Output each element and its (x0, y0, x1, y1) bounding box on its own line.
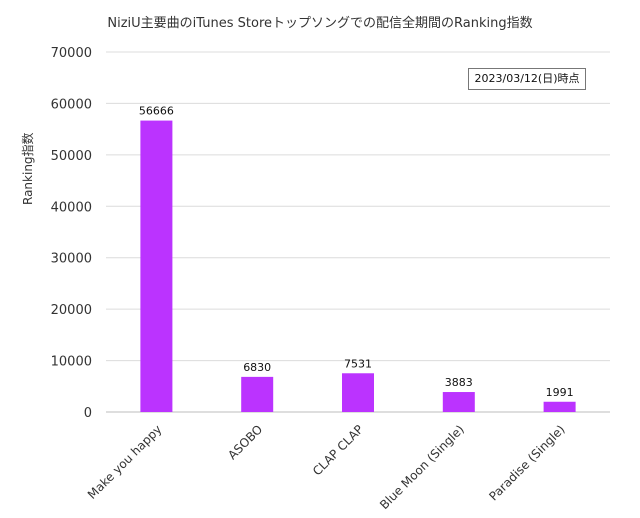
data-label: 6830 (243, 361, 271, 374)
data-label: 7531 (344, 357, 372, 370)
date-annotation: 2023/03/12(日)時点 (468, 68, 586, 90)
x-tick-labels: Make you happy ASOBO CLAP CLAP Blue Moon (S… (85, 422, 568, 512)
y-tick-labels: 0 10000 20000 30000 40000 50000 60000 70000 (51, 46, 92, 421)
y-tick-label: 20000 (51, 303, 92, 318)
y-tick-label: 60000 (51, 97, 92, 112)
y-tick-label: 10000 (51, 355, 92, 370)
x-tick-label: Blue Moon (Single) (377, 422, 467, 512)
data-label: 56666 (139, 105, 174, 118)
y-tick-label: 40000 (51, 200, 92, 215)
chart-title: NiziU主要曲のiTunes Storeトップソングでの配信全期間のRanki… (107, 16, 533, 31)
y-tick-label: 0 (84, 406, 92, 421)
bar (543, 401, 576, 412)
data-label: 1991 (546, 386, 574, 399)
x-tick-label: Paradise (Single) (486, 422, 567, 503)
x-tick-label: Make you happy (85, 422, 165, 502)
y-tick-label: 50000 (51, 149, 92, 164)
gridlines (106, 51, 610, 413)
bar (442, 392, 475, 412)
bar (140, 120, 173, 412)
y-tick-label: 70000 (51, 46, 92, 61)
bar (241, 376, 274, 412)
data-label: 3883 (445, 376, 473, 389)
x-tick-label: CLAP CLAP (310, 422, 366, 478)
data-labels: 56666 6830 7531 3883 1991 (139, 105, 574, 399)
bars (140, 120, 576, 412)
y-tick-label: 30000 (51, 252, 92, 267)
bar (342, 373, 374, 412)
x-tick-label: ASOBO (225, 422, 265, 462)
